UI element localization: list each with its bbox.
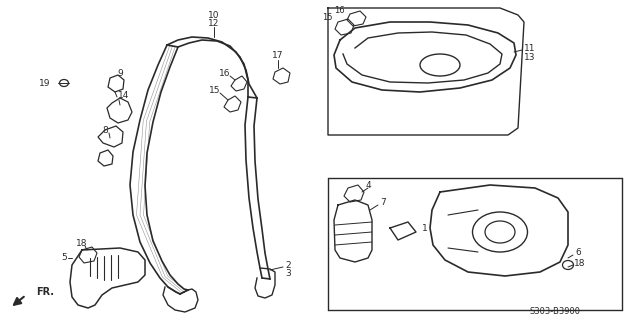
Text: 3: 3 <box>285 269 291 278</box>
Text: 7: 7 <box>380 197 386 206</box>
Text: 13: 13 <box>524 52 536 61</box>
Text: 9: 9 <box>117 68 123 77</box>
Text: S303-B3900: S303-B3900 <box>529 308 580 316</box>
Text: 19: 19 <box>38 78 50 87</box>
Text: 17: 17 <box>272 51 284 60</box>
Text: 2: 2 <box>285 260 291 269</box>
Text: 15: 15 <box>323 12 333 21</box>
Text: 11: 11 <box>524 44 536 52</box>
Text: 15: 15 <box>209 85 221 94</box>
Text: 18: 18 <box>76 238 88 247</box>
Text: 4: 4 <box>365 180 371 189</box>
Text: 14: 14 <box>118 91 129 100</box>
Text: 5: 5 <box>61 253 67 262</box>
Text: 12: 12 <box>208 19 220 28</box>
Text: 1: 1 <box>422 223 428 233</box>
Text: 16: 16 <box>334 5 345 14</box>
Text: FR.: FR. <box>36 287 54 297</box>
Text: 8: 8 <box>102 125 108 134</box>
Text: 6: 6 <box>575 247 580 257</box>
Text: 18: 18 <box>574 259 586 268</box>
Text: 16: 16 <box>220 68 231 77</box>
Text: 10: 10 <box>208 11 220 20</box>
